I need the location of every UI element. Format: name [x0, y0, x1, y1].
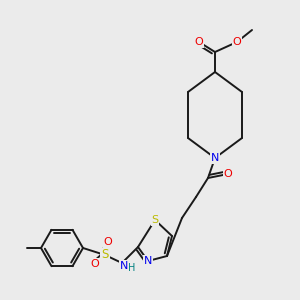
Text: O: O: [232, 37, 242, 47]
Text: S: S: [152, 215, 159, 225]
Text: O: O: [91, 259, 99, 269]
Text: N: N: [144, 256, 152, 266]
Text: O: O: [224, 169, 232, 179]
Text: S: S: [101, 248, 109, 262]
Text: H: H: [128, 263, 136, 273]
Text: O: O: [103, 237, 112, 247]
Text: O: O: [195, 37, 203, 47]
Text: N: N: [211, 153, 219, 163]
Text: N: N: [120, 261, 128, 271]
